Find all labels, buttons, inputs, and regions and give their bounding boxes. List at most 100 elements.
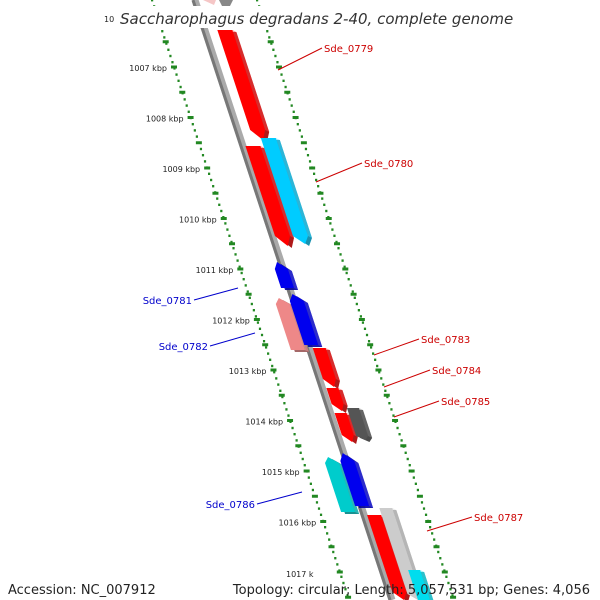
gene-block-red-2-body[interactable] — [334, 413, 354, 442]
scale-dot — [420, 501, 424, 504]
scale-dot — [281, 395, 284, 399]
scale-dot — [406, 457, 409, 461]
scale-dot — [390, 408, 393, 411]
scale-label: 1011 kbp — [196, 266, 234, 275]
scale-dot — [315, 178, 318, 182]
gene-fragment-top-grey[interactable] — [219, 0, 233, 6]
scale-dot — [340, 575, 343, 578]
gene-labels[interactable]: Sde_0779 Sde_0780 Sde_0781 Sde_0782 Sde_0783… — [143, 44, 524, 524]
scale-dot — [312, 172, 316, 175]
gene-Sde_0787-body[interactable] — [367, 515, 407, 600]
scale-dot — [311, 488, 315, 492]
scale-dot — [273, 371, 276, 374]
gene-block-cyan-bottom-body[interactable] — [408, 570, 430, 600]
gene-label-Sde_0787[interactable]: Sde_0787 — [474, 513, 523, 524]
gene-block-blue-2[interactable] — [289, 294, 323, 347]
scale-dot — [212, 185, 215, 188]
leader-line-Sde_0782 — [209, 332, 256, 347]
scale-dot — [201, 154, 205, 157]
gene-Sde_0785-body[interactable] — [346, 408, 369, 440]
gene-Sde_0786-body[interactable] — [325, 457, 356, 512]
scale-label: 1009 kbp — [162, 165, 200, 174]
scale-dot — [447, 581, 450, 585]
gene-Sde_0783-body[interactable] — [312, 348, 336, 387]
scale-dot — [293, 433, 296, 436]
gene-block-grey-bottom-body[interactable] — [379, 508, 421, 600]
scale-dot — [203, 160, 207, 163]
gene-label-Sde_0779[interactable]: Sde_0779 — [324, 44, 373, 55]
gene-Sde_0779-body[interactable] — [217, 30, 266, 140]
scale-dot — [343, 265, 346, 268]
gene-label-Sde_0781[interactable]: Sde_0781 — [143, 296, 192, 307]
gene-fragment-top-pink[interactable] — [203, 0, 216, 5]
scale-dot — [284, 85, 287, 89]
scale-label: 1015 kbp — [262, 468, 300, 477]
scale-dot — [275, 377, 278, 380]
gene-Sde_0781-body[interactable] — [274, 262, 295, 288]
gene-block-red-1[interactable] — [245, 146, 294, 248]
scale-dot — [285, 408, 288, 411]
scale-dot — [271, 364, 274, 368]
scale-label: 1014 kbp — [245, 418, 283, 427]
scale-dot — [357, 309, 360, 312]
scale-dot — [256, 321, 260, 324]
gene-Sde_0783[interactable] — [312, 348, 340, 389]
gene-Sde_0784-highlight — [338, 388, 348, 406]
scale-dot — [422, 507, 426, 510]
scale-dot — [304, 147, 308, 151]
gene-block-blue-3-body[interactable] — [340, 453, 370, 506]
leader-line-Sde_0784 — [383, 369, 431, 388]
scale-dot — [380, 377, 383, 380]
scale-dot — [321, 197, 324, 200]
title-backdrop — [115, 6, 485, 28]
gene-Sde_0784-body[interactable] — [326, 388, 344, 411]
scale-dot — [228, 234, 231, 237]
gene-block-blue-3[interactable] — [340, 453, 374, 508]
gene-block-blue-2-highlight — [303, 301, 323, 347]
scale-dot — [307, 476, 310, 479]
scale-dot — [299, 451, 302, 454]
gene-label-Sde_0782[interactable]: Sde_0782 — [159, 342, 208, 353]
scale-dot — [353, 296, 356, 299]
gene-label-Sde_0786[interactable]: Sde_0786 — [206, 500, 255, 511]
scale-dot — [424, 513, 428, 516]
gene-Sde_0780[interactable] — [260, 138, 312, 246]
scale-label: 1008 kbp — [146, 115, 184, 124]
scale-dot — [171, 61, 174, 64]
gene-block-blue-2-body[interactable] — [289, 294, 319, 345]
scale-dot — [298, 129, 301, 132]
scale-labels: 1007 kbp 1008 kbp 1009 kbp 1010 kbp 1011 kbp… — [129, 64, 316, 528]
scale-dot — [256, 0, 259, 2]
gene-label-Sde_0783[interactable]: Sde_0783 — [421, 335, 470, 346]
gene-Sde_0781[interactable] — [274, 262, 299, 290]
scale-dot — [167, 48, 170, 51]
gene-Sde_0779[interactable] — [217, 30, 270, 142]
gene-Sde_0780-body[interactable] — [260, 138, 308, 244]
scale-dot — [268, 36, 271, 39]
scale-dot — [317, 185, 320, 188]
scale-dot — [325, 209, 328, 213]
scale-dot — [207, 172, 211, 175]
scale-dot — [177, 79, 180, 82]
scale-dot — [306, 154, 310, 157]
scale-dot — [369, 346, 373, 349]
scale-dot — [218, 203, 221, 206]
gene-label-Sde_0784[interactable]: Sde_0784 — [432, 366, 481, 377]
scale-dot — [185, 104, 188, 107]
scale-dot — [386, 395, 389, 399]
gene-Sde_0785[interactable] — [346, 408, 373, 442]
gene-label-Sde_0785[interactable]: Sde_0785 — [441, 397, 490, 408]
gene-block-red-1-body[interactable] — [245, 146, 290, 246]
scale-dot — [240, 271, 243, 275]
scale-dot — [282, 79, 285, 82]
scale-dot — [437, 550, 440, 554]
gene-Sde_0784[interactable] — [326, 388, 348, 413]
gene-block-cyan-bottom[interactable] — [408, 570, 434, 600]
scale-dot — [169, 54, 172, 58]
gene-label-Sde_0780[interactable]: Sde_0780 — [364, 159, 413, 170]
gene-Sde_0782-body[interactable] — [275, 298, 305, 350]
scale-dot — [396, 426, 399, 430]
scale-dot — [361, 321, 365, 324]
gene-features[interactable] — [203, 0, 434, 600]
